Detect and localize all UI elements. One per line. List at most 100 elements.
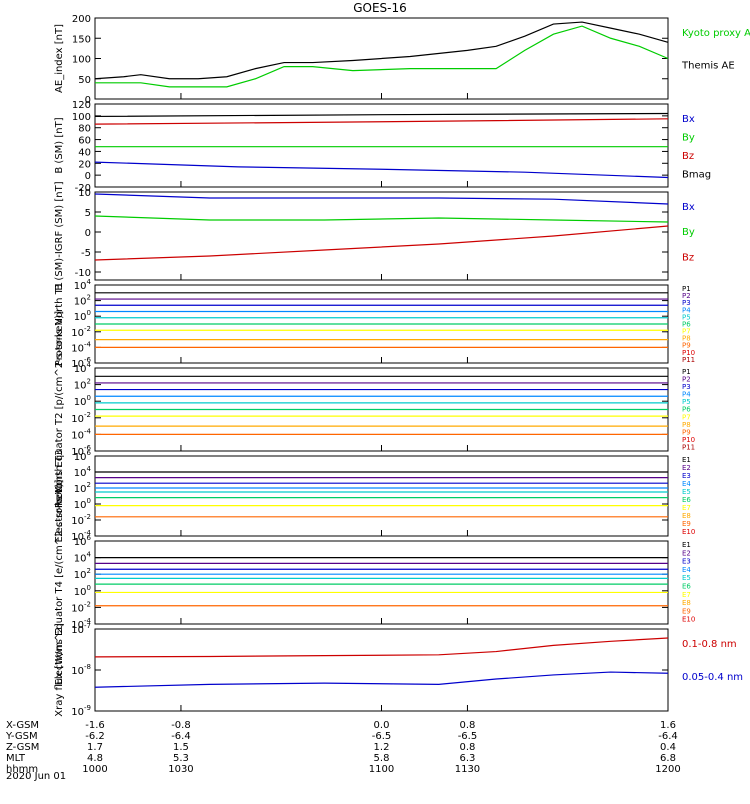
legend-item: P5	[682, 313, 691, 321]
ephemeris-value: 1.5	[173, 742, 189, 753]
ephemeris-date: 2020 Jun 01	[6, 771, 66, 782]
ephemeris-value: 0.8	[459, 720, 475, 731]
ephemeris-value: 4.8	[87, 753, 103, 764]
y-tick-exponent: 2	[87, 567, 91, 575]
legend-item: Themis AE	[681, 60, 735, 71]
legend-item: P10	[682, 349, 695, 357]
y-axis-label: AE_index [nT]	[54, 24, 65, 93]
plot-title: GOES-16	[353, 1, 407, 15]
y-axis-label: B (SM)-IGRF (SM) [nT]	[54, 181, 65, 290]
legend-item: P2	[682, 376, 691, 384]
y-tick-label: 10-4	[71, 427, 91, 441]
legend-item: E2	[682, 464, 691, 472]
series-line-0-1-0-8-nm	[94, 637, 669, 658]
series-line-kyoto-proxy-ae	[95, 25, 669, 88]
y-tick-exponent: -6	[84, 356, 92, 364]
legend-item: P7	[682, 413, 691, 421]
legend-item: P11	[682, 356, 695, 364]
y-tick-label: 10-2	[71, 411, 91, 425]
legend-item: E7	[682, 591, 691, 599]
series-line-themis-ae	[94, 21, 669, 80]
y-tick-exponent: 2	[87, 294, 91, 302]
panel-frame-7	[94, 628, 669, 712]
ephemeris-value: -6.2	[85, 731, 105, 742]
ephemeris-value: -6.4	[658, 731, 678, 742]
y-tick-exponent: 4	[87, 361, 92, 369]
y-tick-exponent: -2	[84, 411, 91, 419]
legend-item: E9	[682, 607, 691, 615]
legend-item: P10	[682, 436, 695, 444]
y-tick-label: 104	[74, 551, 92, 565]
legend-item: E4	[682, 480, 691, 488]
series-line-bmag	[94, 112, 669, 118]
legend-item: Bmag	[682, 169, 711, 180]
legend-item: P8	[682, 421, 691, 429]
legend-item: E10	[682, 528, 695, 536]
legend-item: Bx	[682, 202, 695, 213]
y-tick-exponent: 6	[87, 449, 92, 457]
y-tick-label: 10-2	[71, 600, 91, 614]
y-axis-label: B (SM) [nT]	[54, 117, 65, 173]
ephemeris-row-label: Y-GSM	[5, 731, 38, 742]
legend-item: E5	[682, 574, 691, 582]
y-tick-exponent: 4	[87, 465, 92, 473]
y-tick-exponent: 0	[87, 584, 91, 592]
legend-item: P1	[682, 285, 691, 293]
y-axis-label: Protons Equator T2 [p/(cm^2-s-sr-keV)]	[54, 311, 65, 508]
ephemeris-value: 0.4	[660, 742, 676, 753]
y-tick-exponent: -2	[84, 513, 91, 521]
legend-item: Bz	[682, 252, 694, 263]
series-line-0-05-0-4-nm	[94, 671, 669, 688]
y-tick-label: 0	[85, 228, 91, 239]
legend-item: P3	[682, 299, 691, 307]
legend-item: P6	[682, 406, 691, 414]
ephemeris-value: -0.8	[171, 720, 191, 731]
legend-item: P8	[682, 335, 691, 343]
y-tick-label: 102	[74, 481, 91, 495]
legend-item: P7	[682, 328, 691, 336]
y-tick-label: 0	[85, 171, 91, 182]
legend-item: E6	[682, 583, 691, 591]
legend-item: Bz	[682, 151, 694, 162]
y-axis-label: Protons North T1	[54, 282, 65, 366]
y-tick-exponent: 2	[87, 481, 91, 489]
legend-item: E1	[682, 456, 691, 464]
y-tick-label: 50	[78, 75, 91, 86]
ephemeris-value: 5.3	[173, 753, 189, 764]
ephemeris-row-label: MLT	[6, 753, 26, 764]
ephemeris-value: -1.6	[85, 720, 105, 731]
y-tick-exponent: -8	[84, 663, 91, 671]
y-tick-exponent: -4	[84, 427, 92, 435]
legend-item: P5	[682, 398, 691, 406]
y-tick-exponent: 4	[87, 278, 92, 286]
legend-item: E1	[682, 541, 691, 549]
panel-frame-6	[94, 540, 669, 625]
y-tick-label: 102	[74, 378, 91, 392]
ephemeris-value: 5.8	[374, 753, 390, 764]
ephemeris-value: -6.4	[171, 731, 191, 742]
y-tick-label: 100	[74, 584, 91, 598]
y-tick-label: 104	[74, 278, 92, 292]
y-tick-label: 10-7	[71, 622, 91, 636]
y-tick-exponent: -9	[84, 704, 91, 712]
y-tick-label: 10-8	[71, 663, 91, 677]
y-tick-label: 120	[72, 100, 91, 111]
ephemeris-value: 6.3	[459, 753, 475, 764]
legend-item: 0.05-0.4 nm	[682, 672, 743, 683]
legend-item: P4	[682, 391, 691, 399]
ephemeris-value: 0.8	[459, 742, 475, 753]
ephemeris-value: 1100	[369, 764, 394, 775]
y-tick-exponent: 2	[87, 378, 91, 386]
series-line-bz	[94, 225, 669, 261]
legend-item: E6	[682, 496, 691, 504]
ephemeris-value: 1130	[455, 764, 480, 775]
y-tick-label: 10	[78, 188, 91, 199]
legend-item: E3	[682, 558, 691, 566]
legend-item: P4	[682, 306, 691, 314]
panel-frame-5	[94, 455, 669, 537]
y-tick-label: 40	[78, 147, 91, 158]
ephemeris-value: -6.5	[458, 731, 478, 742]
legend-item: By	[682, 132, 695, 143]
